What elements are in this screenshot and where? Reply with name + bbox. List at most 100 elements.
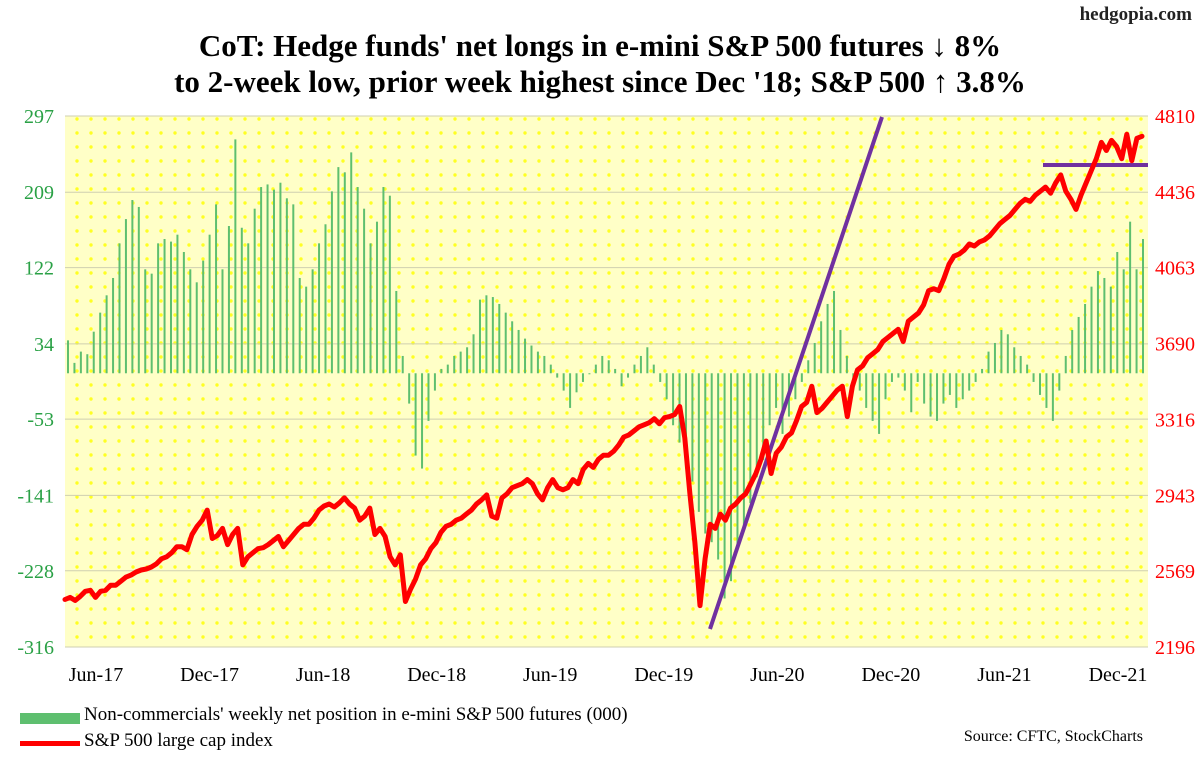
net-position-bar — [1000, 329, 1003, 374]
net-position-bar — [427, 373, 430, 421]
net-position-bar — [813, 342, 816, 374]
net-position-bar — [260, 187, 263, 374]
net-position-bar — [646, 347, 649, 374]
x-axis-tick-label: Dec-17 — [180, 664, 239, 686]
net-position-bar — [363, 208, 366, 374]
net-position-bar — [112, 277, 115, 374]
net-position-bar — [485, 295, 488, 374]
net-position-bar — [948, 373, 951, 395]
net-position-bar — [916, 373, 919, 382]
net-position-bar — [401, 355, 404, 374]
net-position-bar — [1026, 364, 1029, 374]
net-position-bar — [839, 329, 842, 374]
net-position-bar — [614, 368, 617, 374]
net-position-bar — [691, 373, 694, 482]
net-position-bar — [929, 373, 932, 417]
x-axis-tick-label: Dec-19 — [634, 664, 693, 686]
net-position-bar — [1013, 347, 1016, 374]
net-position-bar — [1071, 329, 1074, 374]
chart-title-line-1: CoT: Hedge funds' net longs in e-mini S&… — [198, 28, 1002, 63]
net-position-bar — [807, 360, 810, 374]
net-position-bar — [1006, 334, 1009, 374]
x-axis-tick-label: Jun-19 — [523, 664, 577, 686]
net-position-bar — [395, 290, 398, 374]
net-position-bar — [742, 373, 745, 530]
net-position-bar — [1096, 271, 1099, 374]
net-position-bar — [472, 334, 475, 374]
net-position-bar — [575, 373, 578, 393]
net-position-bar — [652, 364, 655, 374]
net-position-bar — [292, 204, 295, 374]
left-axis-tick-label: -316 — [17, 637, 54, 659]
watermark: hedgopia.com — [1079, 4, 1192, 25]
left-axis-tick-label: 34 — [34, 334, 54, 356]
net-position-bar — [202, 260, 205, 374]
right-axis-tick-label: 2196 — [1155, 637, 1195, 659]
net-position-bar — [433, 373, 436, 391]
net-position-bar — [1064, 355, 1067, 374]
right-axis-tick-label: 3690 — [1155, 334, 1195, 356]
net-position-bar — [182, 251, 185, 374]
net-position-bar — [672, 373, 675, 426]
right-axis-tick-label: 3316 — [1155, 409, 1195, 431]
x-axis-tick-label: Dec-20 — [861, 664, 920, 686]
net-position-bar — [67, 340, 69, 374]
net-position-bar — [910, 373, 913, 413]
net-position-bar — [311, 269, 314, 374]
net-position-bar — [968, 373, 971, 391]
net-position-bar — [833, 290, 836, 374]
net-position-bar — [717, 373, 720, 560]
net-position-bar — [974, 373, 977, 382]
net-position-bar — [498, 303, 501, 374]
net-position-bar — [86, 354, 89, 374]
trendline-annotation — [708, 116, 884, 630]
source-note: Source: CFTC, StockCharts — [963, 728, 1143, 745]
net-position-bar — [215, 204, 218, 374]
legend-bars-label: Non-commercials' weekly net position in … — [84, 704, 628, 725]
net-position-bar — [195, 282, 198, 374]
net-position-bar — [1051, 373, 1054, 421]
sp500-line — [62, 131, 1145, 609]
net-position-bar — [247, 243, 250, 374]
net-position-bar — [318, 243, 321, 374]
net-position-bar — [375, 221, 378, 374]
net-position-bar — [491, 297, 494, 374]
left-axis-tick-label: -228 — [17, 561, 54, 583]
net-position-bar — [936, 373, 939, 421]
left-axis-tick-label: 122 — [24, 258, 54, 280]
net-position-bar — [923, 373, 926, 404]
net-position-bar — [942, 373, 945, 404]
net-position-bar — [234, 139, 237, 374]
net-position-bar — [478, 299, 481, 374]
net-position-bar — [524, 338, 527, 374]
net-position-bar — [440, 368, 443, 374]
net-position-bar — [897, 373, 900, 378]
net-position-bar — [388, 195, 391, 374]
net-position-bar — [272, 189, 275, 374]
net-position-bar — [820, 321, 823, 374]
net-position-bar — [466, 347, 469, 374]
net-position-bar — [421, 373, 424, 469]
right-axis-tick-label: 2943 — [1155, 485, 1195, 507]
right-axis-tick-label: 4063 — [1155, 258, 1195, 280]
chart-title-line-2: to 2-week low, prior week highest since … — [174, 64, 1026, 99]
net-position-bar — [131, 200, 134, 374]
net-position-bar — [659, 373, 662, 382]
net-position-bar — [1135, 269, 1138, 374]
net-position-bar — [865, 373, 868, 408]
net-position-bar — [240, 227, 243, 374]
net-position-bar — [890, 373, 893, 382]
net-position-bar — [105, 295, 108, 374]
net-position-bar — [1058, 373, 1061, 391]
net-position-bar — [704, 373, 707, 534]
right-axis-tick-label: 2569 — [1155, 561, 1195, 583]
net-position-bar — [858, 373, 861, 391]
net-position-bar — [1019, 355, 1022, 374]
left-axis-tick-label: 209 — [24, 182, 54, 204]
net-position-bar — [504, 312, 507, 374]
x-axis-tick-label: Jun-21 — [977, 664, 1031, 686]
net-position-bar — [99, 312, 102, 374]
net-position-bar — [253, 208, 256, 374]
x-axis-tick-label: Jun-20 — [750, 664, 804, 686]
net-position-bar — [1103, 277, 1106, 374]
